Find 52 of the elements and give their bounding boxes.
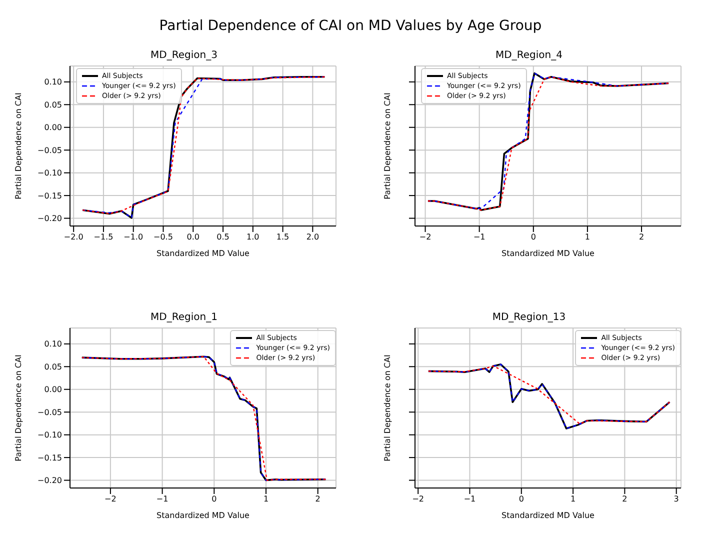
y-axis-title: Partial Dependence on CAI xyxy=(14,92,23,200)
y-tick-label: 0.05 xyxy=(44,100,62,110)
x-tick-label: −1 xyxy=(473,232,486,242)
x-tick-label: −2.0 xyxy=(64,232,84,242)
x-tick-label: 0.5 xyxy=(216,232,230,242)
x-axis-title: Standardized MD Value xyxy=(156,249,250,258)
chart-title: MD_Region_4 xyxy=(496,50,562,61)
x-tick-label: 2.0 xyxy=(306,232,320,242)
x-axis-title: Standardized MD Value xyxy=(502,249,595,258)
x-tick-label: −1.5 xyxy=(94,232,114,242)
y-tick-label: −0.15 xyxy=(37,191,62,200)
x-tick-label: 2 xyxy=(622,494,628,504)
y-tick-label: 0.10 xyxy=(44,340,62,349)
x-tick-label: −1.0 xyxy=(124,232,144,242)
y-tick-label: −0.15 xyxy=(37,453,62,462)
x-tick-label: −2 xyxy=(104,494,116,504)
y-tick-label: −0.20 xyxy=(37,214,62,224)
x-tick-label: 2 xyxy=(315,494,320,504)
x-tick-label: −2 xyxy=(412,494,424,504)
x-tick-label: 2 xyxy=(638,232,644,242)
text: Partial Dependence of CAI on MD Values by Age Group xyxy=(159,18,542,34)
x-tick-label: 0 xyxy=(530,232,536,242)
x-tick-label: 1.5 xyxy=(276,232,290,242)
y-tick-label: −0.10 xyxy=(37,168,62,178)
x-tick-label: −1 xyxy=(464,494,476,504)
y-tick-label: −0.10 xyxy=(37,430,62,440)
chart-title: MD_Region_1 xyxy=(150,312,218,323)
y-tick-label: −0.05 xyxy=(37,408,62,417)
y-axis-title: Partial Dependence on CAI xyxy=(382,92,392,200)
chart-title: MD_Region_13 xyxy=(492,312,566,323)
y-axis-title: Partial Dependence on CAI xyxy=(14,354,23,462)
x-tick-label: 0.0 xyxy=(186,232,200,242)
x-tick-label: −1 xyxy=(156,494,168,504)
x-tick-label: 1.0 xyxy=(246,232,260,242)
x-tick-label: 3 xyxy=(674,494,679,504)
x-axis-title: Standardized MD Value xyxy=(156,511,250,520)
x-tick-label: 0 xyxy=(212,494,217,504)
x-tick-label: 1 xyxy=(570,494,576,504)
x-tick-label: −0.5 xyxy=(154,232,173,242)
x-tick-label: 0 xyxy=(518,494,524,504)
y-tick-label: 0.10 xyxy=(44,78,62,87)
y-tick-label: −0.20 xyxy=(37,476,62,486)
chart-title: MD_Region_3 xyxy=(150,50,218,61)
x-tick-label: 1 xyxy=(584,232,590,242)
y-tick-label: 0.00 xyxy=(44,123,62,132)
x-axis-title: Standardized MD Value xyxy=(502,511,595,520)
y-tick-label: −0.05 xyxy=(37,146,62,155)
y-tick-label: 0.05 xyxy=(44,362,62,372)
x-tick-label: −2 xyxy=(419,232,432,242)
y-tick-label: 0.00 xyxy=(44,385,62,394)
y-axis-title: Partial Dependence on CAI xyxy=(382,354,392,462)
x-tick-label: 1 xyxy=(263,494,269,504)
